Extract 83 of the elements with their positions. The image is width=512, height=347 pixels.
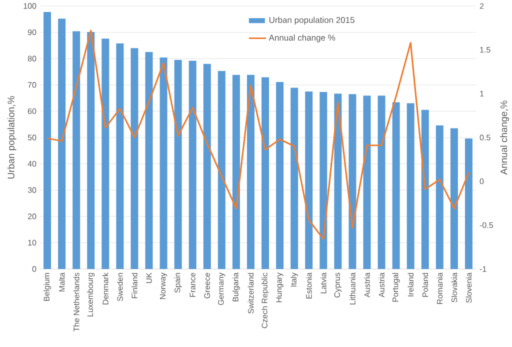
y-tick-label: 60 <box>28 108 36 114</box>
x-tick-label: Cyprus <box>334 272 342 298</box>
x-tick-label: Hungary <box>276 272 284 302</box>
bar <box>464 138 472 269</box>
y2-tick-label: 0.5 <box>480 134 490 140</box>
bar <box>160 58 168 269</box>
bar <box>87 32 95 269</box>
x-tick-label: Finland <box>132 273 138 298</box>
bar <box>174 60 182 269</box>
y-tick-label: 40 <box>28 160 36 167</box>
x-tick-label: Portugal <box>392 273 400 302</box>
x-tick-label: Greece <box>204 272 210 298</box>
x-tick-label: Slovakia <box>451 272 458 302</box>
bar <box>232 74 240 269</box>
y-tick-label: 80 <box>28 56 36 62</box>
x-tick-label: Luxembourg <box>87 273 95 316</box>
y2-tick-label: -1 <box>480 266 486 272</box>
bar <box>450 128 458 269</box>
x-tick-label: Estonia <box>306 272 312 299</box>
x-tick-label: Belgium <box>44 273 52 301</box>
y2-axis-title: Annual change,% <box>500 100 510 175</box>
legend-label: Annual change % <box>268 34 336 42</box>
bar <box>203 64 211 269</box>
bar <box>72 31 80 269</box>
x-tick-label: Latvia <box>320 272 326 294</box>
x-tick-label: The Netherlands <box>73 272 80 332</box>
line-series <box>46 30 470 240</box>
y2-tick-label: 2 <box>480 3 484 9</box>
bar <box>290 88 298 269</box>
x-tick-label: Bulgaria <box>232 272 240 302</box>
bar <box>276 82 284 269</box>
y-tick-label: 90 <box>28 29 36 36</box>
bar <box>58 18 66 269</box>
x-tick-label: Lithuania <box>350 272 356 304</box>
y2-tick-label: 0 <box>480 178 484 184</box>
x-tick-label: Malta <box>58 272 65 292</box>
y-axis-title: Urban population,% <box>7 96 16 178</box>
x-tick-label: UK <box>146 272 152 284</box>
bar <box>262 77 270 269</box>
y-tick-label: 100 <box>24 3 36 9</box>
x-tick-label: Norway <box>160 272 168 299</box>
bar <box>305 91 313 269</box>
bar <box>436 125 444 269</box>
bar <box>320 92 328 269</box>
bar <box>378 96 386 269</box>
y-tick-label: 30 <box>28 187 36 193</box>
legend-label: Urban population 2015 <box>269 16 354 25</box>
x-tick-label: France <box>190 272 196 297</box>
y-tick-label: 0 <box>32 266 36 272</box>
y-tick-label: 70 <box>28 82 36 88</box>
x-tick-label: Italy <box>290 272 298 286</box>
bar <box>421 110 429 269</box>
x-tick-label: Switzerland <box>248 273 254 314</box>
x-tick-label: Austria <box>378 272 384 298</box>
bar <box>363 96 371 269</box>
bar <box>188 60 196 269</box>
x-tick-label: Germany <box>218 272 226 306</box>
bar <box>392 102 400 269</box>
x-tick-label: Austria <box>364 272 370 298</box>
bar <box>130 48 138 269</box>
y-tick-label: 10 <box>28 240 36 246</box>
x-tick-label: Sweden <box>116 273 123 302</box>
bar <box>246 74 254 269</box>
bar <box>406 103 414 269</box>
bar <box>348 94 356 269</box>
x-tick-label: Czech Republic <box>262 272 269 328</box>
bar <box>116 43 124 269</box>
bar <box>218 70 226 269</box>
y2-tick-label: -0.5 <box>480 222 493 228</box>
y-tick-label: 50 <box>28 134 36 140</box>
bar <box>102 38 110 269</box>
bar <box>145 52 153 269</box>
x-tick-label: Ireland <box>408 273 414 296</box>
x-tick-label: Slovenia <box>466 272 472 303</box>
x-tick-label: Romania <box>436 272 443 304</box>
y2-tick-label: 1.5 <box>480 47 490 53</box>
x-tick-label: Spain <box>174 273 182 293</box>
y-tick-label: 20 <box>28 214 36 220</box>
y2-tick-label: 1 <box>480 90 484 96</box>
bar <box>44 12 52 269</box>
x-tick-label: Poland <box>422 273 428 297</box>
bar <box>334 94 342 269</box>
x-tick-label: Denmark <box>102 272 108 304</box>
